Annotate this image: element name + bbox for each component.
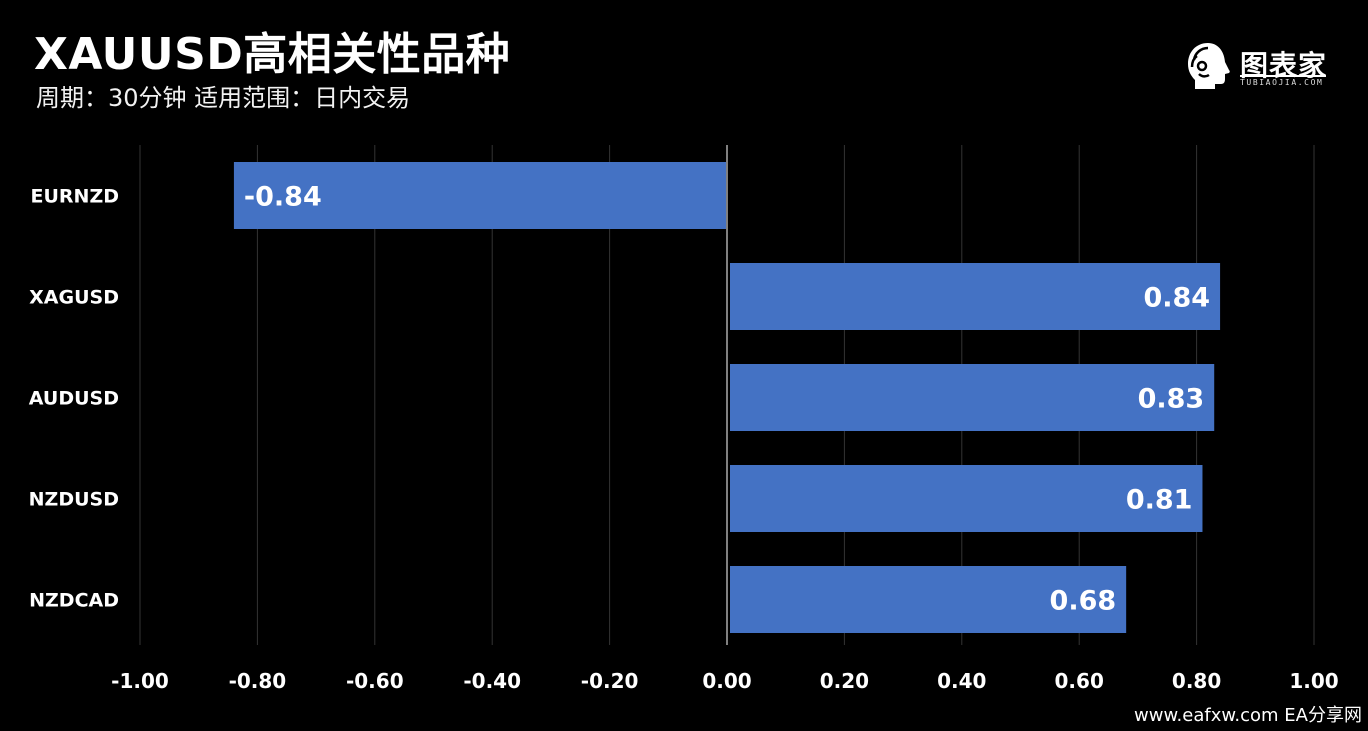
x-tick-label: -1.00 <box>111 669 169 693</box>
bar <box>233 162 727 229</box>
category-label: EURNZD <box>31 186 120 208</box>
category-label: NZDCAD <box>29 590 119 612</box>
brand-logo: 图表家 TUBIAOJIA.COM <box>1182 40 1332 94</box>
data-label: 0.84 <box>1143 283 1210 314</box>
data-label: 0.83 <box>1138 384 1205 415</box>
category-label: NZDUSD <box>29 489 119 511</box>
footer-watermark: www.eafxw.com EA分享网 <box>1134 705 1362 726</box>
logo-subtext: TUBIAOJIA.COM <box>1240 78 1324 87</box>
bars <box>233 162 1221 633</box>
category-label: AUDUSD <box>29 388 119 410</box>
x-tick-label: 0.20 <box>820 669 869 693</box>
page-subtitle: 周期：30分钟 适用范围：日内交易 <box>36 84 411 112</box>
category-label: XAGUSD <box>29 287 119 309</box>
data-label: -0.84 <box>244 182 322 213</box>
x-tick-label: 0.00 <box>702 669 751 693</box>
x-tick-label: -0.20 <box>581 669 639 693</box>
head-profile-icon <box>1188 43 1230 89</box>
logo-divider <box>1240 75 1326 77</box>
bar <box>730 465 1203 532</box>
x-tick-label: 0.80 <box>1172 669 1221 693</box>
bar <box>730 263 1221 330</box>
bar <box>730 364 1215 431</box>
x-tick-label: -0.80 <box>229 669 287 693</box>
x-tick-label: 0.40 <box>937 669 986 693</box>
x-tick-label: -0.40 <box>463 669 521 693</box>
x-tick-label: 0.60 <box>1055 669 1104 693</box>
x-tick-label: 1.00 <box>1289 669 1338 693</box>
labels: -1.00 -0.80 -0.60 -0.40 -0.20 0.00 0.20 0.40 0.6… <box>29 182 1339 694</box>
bar <box>730 566 1127 633</box>
data-label: 0.68 <box>1050 586 1117 617</box>
data-label: 0.81 <box>1126 485 1193 516</box>
page-title: XAUUSD高相关性品种 <box>34 29 511 80</box>
x-tick-label: -0.60 <box>346 669 404 693</box>
